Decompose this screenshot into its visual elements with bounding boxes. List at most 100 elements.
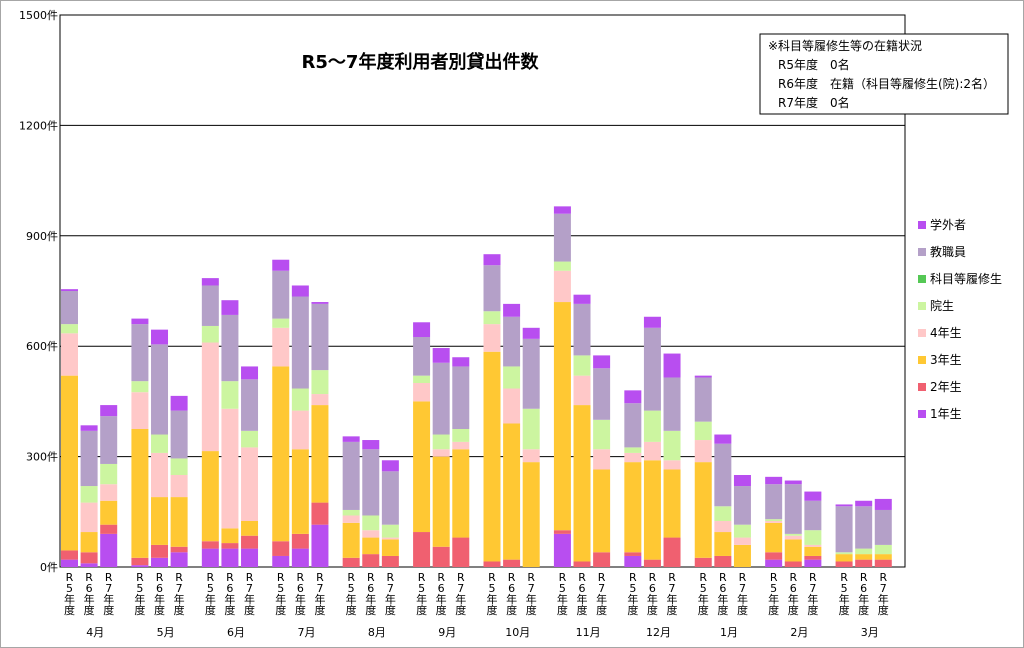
bar-segment <box>694 421 712 441</box>
bar-segment <box>522 327 540 339</box>
bar-segment <box>272 327 290 367</box>
bar-segment <box>593 355 611 369</box>
bar-segment <box>643 559 661 567</box>
bar-segment <box>624 452 642 463</box>
bar-segment <box>643 410 661 442</box>
bar-segment <box>201 451 219 542</box>
bar-segment <box>573 405 591 562</box>
bar-segment <box>413 383 431 402</box>
bar-segment <box>362 530 380 538</box>
bar-segment <box>804 500 822 531</box>
bar-segment <box>553 533 571 567</box>
bar-segment <box>131 381 149 393</box>
bar-segment <box>291 449 309 534</box>
bar-segment <box>241 447 259 521</box>
bar-segment <box>503 388 521 424</box>
bar-segment <box>694 375 712 378</box>
bar-segment <box>201 325 219 343</box>
bar-segment <box>765 521 783 523</box>
bar-segment <box>272 541 290 556</box>
bar-segment <box>311 370 329 395</box>
bar-segment <box>131 429 149 558</box>
bar-segment <box>241 430 259 448</box>
bar-segment <box>272 555 290 567</box>
bar-segment <box>765 522 783 553</box>
plot-area <box>59 14 906 568</box>
x-year-label: R 5 年度 <box>627 571 638 617</box>
bar-segment <box>573 303 591 356</box>
bar-segment <box>553 530 571 534</box>
bar-segment <box>483 324 501 352</box>
x-year-label: R 5 年度 <box>346 571 357 617</box>
x-month-label: 3月 <box>861 626 879 639</box>
bar-segment <box>714 555 732 567</box>
bar-segment <box>342 522 360 558</box>
x-year-label: R 7 年度 <box>878 571 889 617</box>
bar-segment <box>131 565 149 567</box>
bar-segment <box>573 375 591 406</box>
bar-segment <box>733 524 751 538</box>
bar-segment <box>311 303 329 371</box>
bar-segment <box>855 559 873 567</box>
bar-segment <box>855 548 873 555</box>
bar-segment <box>362 449 380 516</box>
bar-segment <box>342 436 360 442</box>
bar-segment <box>593 469 611 553</box>
bar-segment <box>80 552 98 564</box>
x-month-label: 2月 <box>790 626 808 639</box>
bar-segment <box>522 462 540 567</box>
bar-segment <box>61 289 78 291</box>
bar-segment <box>131 557 149 566</box>
x-year-label: R 5 年度 <box>134 571 145 617</box>
bar-segment <box>170 497 188 547</box>
x-year-label: R 7 年度 <box>455 571 466 617</box>
bar-segment <box>61 550 78 560</box>
bar-segment <box>714 434 732 444</box>
bar-segment <box>151 452 169 498</box>
bar-segment <box>855 554 873 560</box>
bar-segment <box>61 324 78 334</box>
bar-segment <box>362 440 380 450</box>
bar-segment <box>874 544 892 555</box>
bar-segment <box>100 405 118 417</box>
bar-segment <box>452 441 470 450</box>
x-year-label: R 5 年度 <box>487 571 498 617</box>
x-year-label: R 5 年度 <box>275 571 286 617</box>
bar-segment <box>874 554 892 560</box>
bar-segment <box>362 554 380 567</box>
bar-segment <box>553 213 571 262</box>
bar-segment <box>553 261 571 271</box>
bar-segment <box>291 548 309 567</box>
bar-segment <box>765 552 783 560</box>
legend-label: 科目等履修生 <box>930 271 1002 286</box>
bar-segment <box>624 462 642 553</box>
bar-segment <box>503 559 521 567</box>
bar-segment <box>452 449 470 538</box>
bar-segment <box>804 544 822 547</box>
bar-segment <box>624 447 642 453</box>
bar-segment <box>765 519 783 521</box>
bar-segment <box>100 416 118 464</box>
x-month-label: 1月 <box>720 626 738 639</box>
bar-segment <box>784 533 802 536</box>
bar-segment <box>804 555 822 560</box>
x-year-label: R 7 年度 <box>667 571 678 617</box>
bar-segment <box>221 528 239 544</box>
bar-segment <box>151 434 169 453</box>
x-year-label: R 5 年度 <box>205 571 216 617</box>
bar-segment <box>311 524 329 567</box>
bar-segment <box>663 469 681 538</box>
bar-segment <box>241 366 259 380</box>
x-year-label: R 5 年度 <box>557 571 568 617</box>
x-year-label: R 6 年度 <box>295 571 306 617</box>
bar-segment <box>221 543 239 549</box>
note-heading: ※科目等履修生等の在籍状況 <box>768 38 922 53</box>
legend-swatch <box>918 302 926 310</box>
x-year-label: R 6 年度 <box>365 571 376 617</box>
note-box: ※科目等履修生等の在籍状況 R5年度 0名 R6年度 在籍（科目等履修生(院):… <box>759 33 1009 115</box>
bar-segment <box>381 460 399 472</box>
bar-segment <box>553 206 571 214</box>
bar-segment <box>342 557 360 567</box>
